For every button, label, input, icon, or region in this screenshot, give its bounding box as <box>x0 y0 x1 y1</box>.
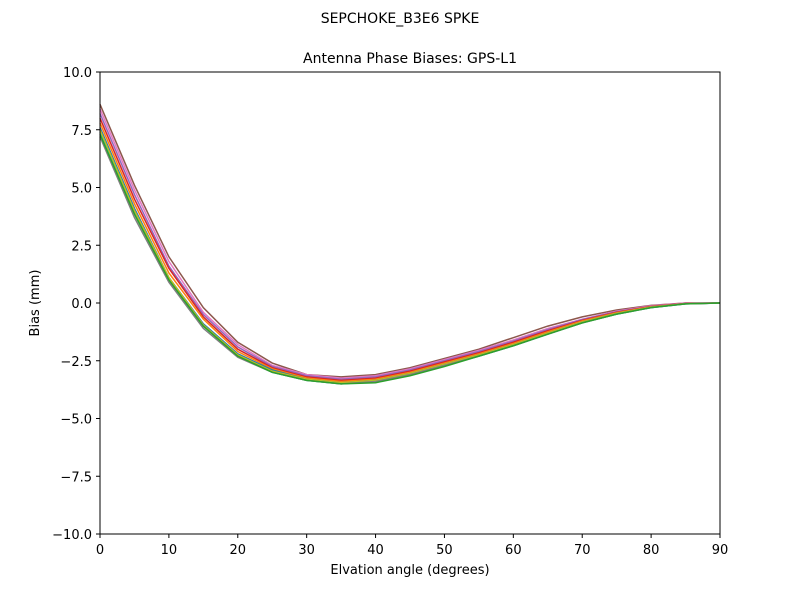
y-axis: 10.0 7.5 5.0 2.5 0.0 −2.5 −5.0 −7.5 −10.0 <box>52 66 100 543</box>
y-tick-label: 7.5 <box>71 124 92 139</box>
y-tick-label: 10.0 <box>63 66 92 81</box>
y-tick-label: −5.0 <box>60 413 92 428</box>
series-line-2 <box>99 108 720 379</box>
series-line-7 <box>99 131 721 385</box>
x-axis-label: Elvation angle (degrees) <box>330 563 489 578</box>
y-tick-label: 2.5 <box>71 239 92 254</box>
x-tick-label: 20 <box>230 543 247 558</box>
series-line-1 <box>99 104 720 378</box>
x-tick-label: 50 <box>436 543 453 558</box>
x-tick-label: 0 <box>96 543 104 558</box>
plot-lines <box>99 104 721 385</box>
y-axis-label: Bias (mm) <box>28 270 43 337</box>
y-tick-label: 0.0 <box>71 297 92 312</box>
y-tick-label: −10.0 <box>52 528 92 543</box>
x-axis: 0 10 20 30 40 50 60 70 80 90 <box>96 534 728 558</box>
series-line-9 <box>99 136 721 385</box>
figure-suptitle: SEPCHOKE_B3E6 SPKE <box>321 11 480 27</box>
y-tick-label: −7.5 <box>60 470 92 485</box>
x-tick-label: 10 <box>161 543 178 558</box>
series-line-6 <box>99 127 721 384</box>
x-tick-label: 80 <box>643 543 660 558</box>
y-tick-label: −2.5 <box>60 355 92 370</box>
y-tick-label: 5.0 <box>71 182 92 197</box>
x-tick-label: 70 <box>574 543 591 558</box>
x-tick-label: 30 <box>298 543 315 558</box>
series-line-4 <box>99 117 721 382</box>
series-line-3 <box>99 113 721 380</box>
series-line-5 <box>99 122 721 383</box>
series-line-10 <box>99 134 721 385</box>
x-tick-label: 60 <box>505 543 522 558</box>
series-line-8 <box>99 129 721 384</box>
chart-title: Antenna Phase Biases: GPS-L1 <box>303 51 517 67</box>
x-tick-label: 40 <box>367 543 384 558</box>
x-tick-label: 90 <box>712 543 729 558</box>
